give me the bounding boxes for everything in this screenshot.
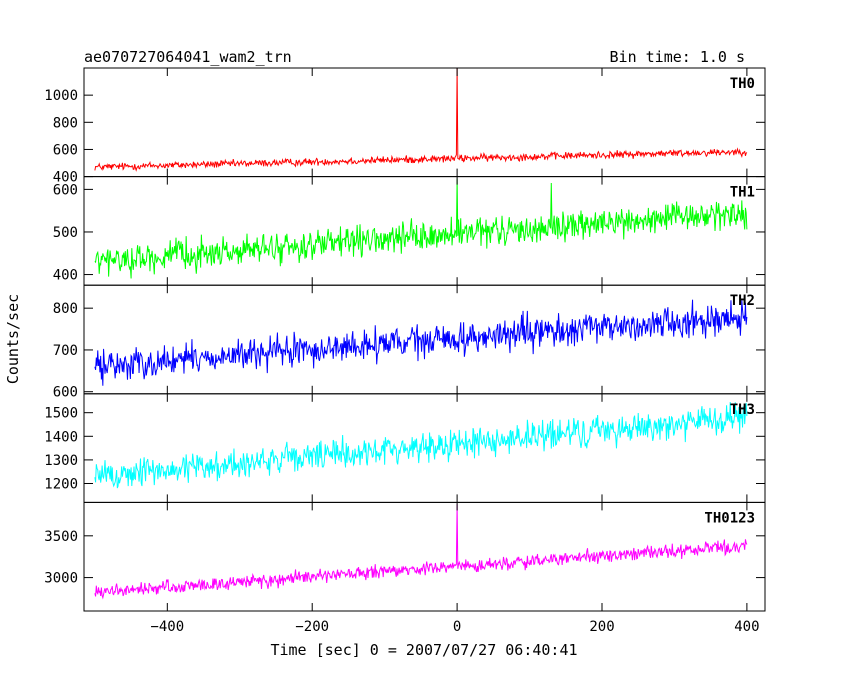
observation-title: ae070727064041_wam2_trn <box>84 48 292 66</box>
y-tick-label-th1: 400 <box>53 268 78 284</box>
y-tick-label-th3: 1200 <box>44 477 78 493</box>
y-tick-label-th0: 800 <box>53 115 78 131</box>
panel-label-th0: TH0 <box>730 76 755 92</box>
series-line-th3 <box>94 402 748 489</box>
panel-frame-th0123 <box>83 501 766 612</box>
panel-frame-th2 <box>83 284 766 395</box>
y-tick-label-th3: 1300 <box>44 453 78 469</box>
panel-label-th3: TH3 <box>730 402 755 418</box>
y-tick-label-th0123: 3000 <box>44 571 78 587</box>
y-tick-label-th2: 800 <box>53 301 78 317</box>
panel-label-th0123: TH0123 <box>704 510 755 526</box>
panel-label-th2: TH2 <box>730 293 755 309</box>
y-tick-label-th0: 600 <box>53 142 78 158</box>
x-tick-label: 0 <box>453 619 461 635</box>
x-tick-label: −400 <box>150 619 184 635</box>
y-tick-label-th2: 600 <box>53 385 78 401</box>
y-tick-label-th2: 700 <box>53 343 78 359</box>
series-line-th2 <box>94 299 748 386</box>
y-tick-label-th1: 600 <box>53 182 78 198</box>
y-tick-label-th3: 1400 <box>44 429 78 445</box>
series-line-th1 <box>94 178 748 279</box>
x-axis-label: Time [sec] 0 = 2007/07/27 06:40:41 <box>270 641 577 659</box>
series-line-th0 <box>94 68 748 172</box>
x-tick-label: −200 <box>295 619 329 635</box>
panel-label-th1: TH1 <box>730 185 755 201</box>
x-tick-label: 200 <box>589 619 614 635</box>
series-line-th0123 <box>94 504 748 600</box>
y-tick-label-th0: 400 <box>53 170 78 186</box>
y-tick-label-th3: 1500 <box>44 406 78 422</box>
y-tick-label-th0: 1000 <box>44 88 78 104</box>
y-axis-label: Counts/sec <box>4 294 22 384</box>
y-tick-label-th1: 500 <box>53 225 78 241</box>
y-tick-label-th0123: 3500 <box>44 529 78 545</box>
bin-time-label: Bin time: 1.0 s <box>610 48 745 66</box>
x-tick-label: 400 <box>734 619 759 635</box>
panel-frame-th0 <box>83 67 766 178</box>
